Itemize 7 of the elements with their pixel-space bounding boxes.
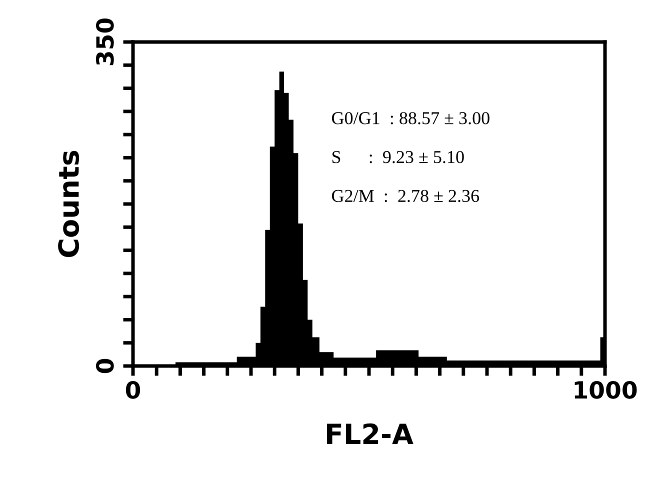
y-tick-label: 350 [96, 18, 114, 66]
annotation: G0/G1 : 88.57 ± 3.00 [332, 112, 490, 124]
x-tick-label: 1000 [574, 381, 637, 399]
annotation: S : 9.23 ± 5.10 [332, 150, 464, 164]
y-axis-title: Counts [58, 150, 80, 258]
annotation: G2/M : 2.78 ± 2.36 [332, 190, 480, 202]
x-axis-title: FL2-A [327, 423, 414, 444]
